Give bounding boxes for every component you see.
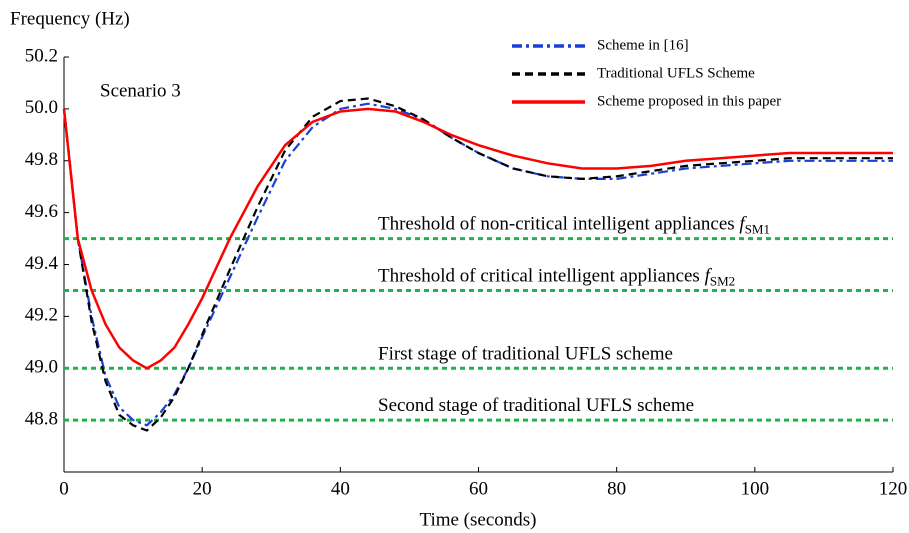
annotation: Scenario 3	[100, 80, 181, 101]
x-tick-label: 100	[741, 478, 770, 499]
threshold-symbol: f	[739, 214, 747, 235]
y-tick-label: 49.6	[25, 201, 58, 222]
threshold-text: Threshold of non-critical intelligent ap…	[378, 214, 739, 235]
y-tick-label: 49.0	[25, 357, 58, 378]
threshold-label: Threshold of critical intelligent applia…	[378, 266, 735, 289]
threshold-label: First stage of traditional UFLS scheme	[378, 344, 673, 365]
threshold-symbol: f	[705, 266, 713, 287]
legend-label: Scheme in [16]	[597, 37, 689, 53]
y-tick-label: 50.2	[25, 45, 58, 66]
threshold-label: Second stage of traditional UFLS scheme	[378, 395, 694, 416]
y-tick-label: 49.8	[25, 149, 58, 170]
threshold-subscript: SM2	[710, 273, 735, 288]
threshold-text: First stage of traditional UFLS scheme	[378, 344, 673, 365]
x-axis-label: Time (seconds)	[420, 509, 537, 530]
series-line	[62, 102, 893, 427]
threshold-label: Threshold of non-critical intelligent ap…	[378, 214, 770, 237]
y-tick-label: 49.2	[25, 305, 58, 326]
threshold-subscript: SM1	[745, 222, 770, 237]
x-tick-label: 0	[59, 478, 69, 499]
threshold-text: Second stage of traditional UFLS scheme	[378, 395, 694, 416]
x-tick-label: 40	[331, 478, 350, 499]
y-tick-label: 48.8	[25, 408, 58, 429]
legend-label: Scheme proposed in this paper	[597, 93, 781, 109]
x-tick-label: 80	[607, 478, 626, 499]
series-line	[62, 107, 893, 370]
legend-label: Traditional UFLS Scheme	[597, 65, 755, 81]
threshold-text: Threshold of critical intelligent applia…	[378, 266, 705, 287]
y-axis-label: Frequency (Hz)	[10, 8, 130, 29]
x-tick-label: 20	[193, 478, 212, 499]
y-tick-label: 50.0	[25, 97, 58, 118]
x-tick-label: 120	[879, 478, 908, 499]
y-tick-label: 49.4	[25, 253, 59, 274]
series-line	[62, 97, 893, 432]
x-tick-label: 60	[469, 478, 488, 499]
